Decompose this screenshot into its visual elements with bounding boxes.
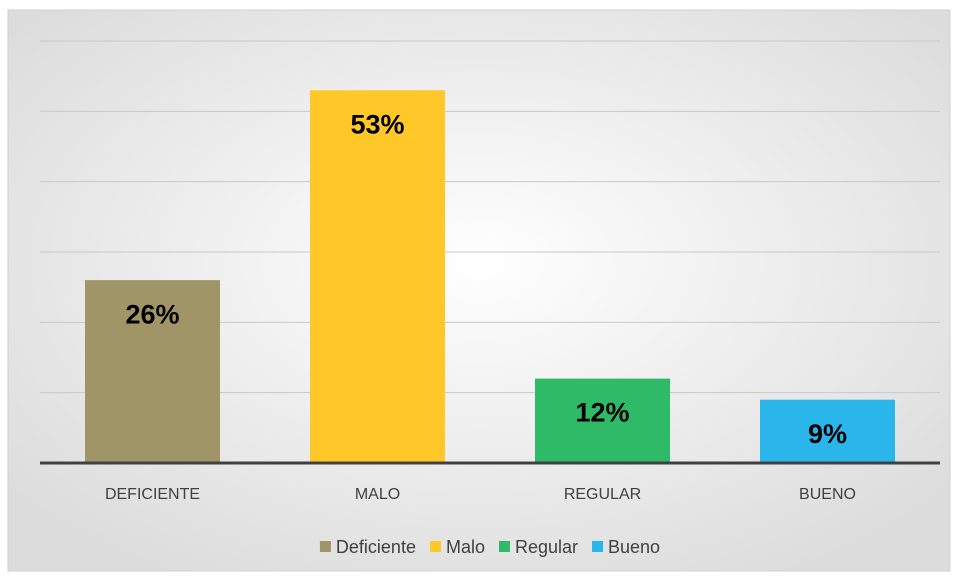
- legend-label: Regular: [515, 537, 578, 557]
- x-tick-label: REGULAR: [564, 486, 641, 503]
- data-label: 53%: [350, 109, 404, 139]
- data-label: 9%: [808, 419, 847, 449]
- data-label: 26%: [125, 299, 179, 329]
- x-tick-label: MALO: [355, 486, 400, 503]
- bar: [85, 280, 220, 463]
- x-tick-label: DEFICIENTE: [105, 486, 200, 503]
- legend-label: Bueno: [608, 537, 660, 557]
- x-tick-label: BUENO: [799, 486, 856, 503]
- legend-label: Malo: [446, 537, 485, 557]
- legend-label: Deficiente: [336, 537, 416, 557]
- bar: [760, 399, 895, 463]
- bar: [535, 378, 670, 463]
- bar: [310, 90, 445, 463]
- legend-swatch: [319, 541, 331, 552]
- legend-swatch: [429, 541, 441, 552]
- legend-swatch: [498, 541, 510, 552]
- legend: Deficiente Malo Regular Bueno: [319, 537, 660, 557]
- legend-swatch: [592, 541, 604, 552]
- data-label: 12%: [575, 398, 629, 428]
